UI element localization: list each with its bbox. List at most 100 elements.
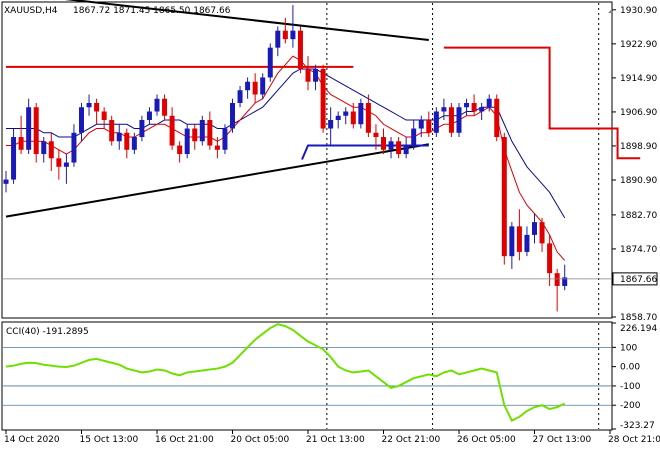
candle-body: [18, 137, 24, 150]
candle-body: [539, 222, 545, 244]
candle-body: [328, 120, 334, 129]
candle-body: [562, 277, 568, 286]
candle-body: [441, 107, 447, 112]
candle-body: [79, 107, 84, 133]
candle-body: [192, 128, 198, 142]
time-axis-label: 26 Oct 05:00: [457, 435, 516, 445]
candle-body: [26, 107, 32, 150]
candle-body: [320, 68, 326, 129]
candle-body: [381, 137, 386, 150]
candle-body: [214, 145, 220, 150]
candle-body: [313, 68, 319, 82]
candle-body: [245, 81, 251, 91]
cci-axis-label: -323.27: [620, 421, 655, 431]
candle-body: [116, 132, 122, 142]
candle-body: [343, 111, 349, 116]
candle-body: [350, 111, 356, 125]
candle-body: [403, 145, 409, 155]
time-axis-label: 21 Oct 13:00: [306, 435, 365, 445]
price-axis-label: 1882.70: [620, 211, 657, 221]
price-axis-label: 1930.90: [620, 6, 657, 16]
candle-body: [252, 81, 258, 95]
candle-body: [411, 128, 417, 146]
cci-axis-label: -100: [620, 382, 641, 392]
cci-indicator-label: CCI(40) -191.2895: [6, 327, 89, 337]
candle-body: [154, 98, 160, 112]
candle-body: [267, 47, 273, 78]
time-axis-label: 27 Oct 13:00: [533, 435, 592, 445]
candle-body: [139, 120, 145, 138]
candle-body: [124, 132, 130, 150]
candle-body: [547, 243, 553, 274]
price-axis-label: 1874.70: [620, 245, 657, 255]
candle-body: [41, 141, 47, 155]
candle-body: [448, 107, 454, 133]
candle-body: [335, 115, 341, 121]
time-axis-label: 14 Oct 2020: [4, 435, 60, 445]
candle-body: [388, 141, 394, 150]
chart-shift-marker-icon: [608, 9, 612, 13]
cci-axis-label: 0.00: [620, 363, 640, 373]
time-axis-label: 20 Oct 05:00: [231, 435, 290, 445]
price-axis-label: 1890.90: [620, 176, 657, 186]
candle-body: [426, 120, 432, 133]
candle-body: [509, 226, 515, 257]
main-chart-layer: [3, 0, 641, 317]
cci-axis-label: 100: [620, 343, 637, 353]
candle-body: [524, 234, 530, 252]
candle-body: [3, 179, 9, 184]
price-axis-label: 1914.90: [620, 74, 657, 84]
price-axis-label: 1922.90: [620, 40, 657, 50]
candle-body: [282, 30, 288, 40]
candle-body: [532, 222, 537, 235]
axis-layer: 1930.90 1922.90 1914.90 1906.90 1898.90 1890.…: [4, 6, 660, 445]
candle-body: [297, 30, 303, 69]
chart-ohlc-header: 1867.72 1871.45 1865.50 1867.66: [73, 6, 231, 16]
candle-body: [11, 137, 17, 180]
time-axis-label: 16 Oct 21:00: [155, 435, 214, 445]
candle-body: [516, 226, 522, 252]
candle-body: [199, 120, 205, 142]
candle-body: [365, 102, 371, 133]
indicator-plot-frame: [1, 321, 613, 431]
candle-body: [56, 158, 62, 167]
candle-body: [237, 90, 243, 103]
candle-body: [230, 102, 235, 129]
candle-body: [290, 30, 296, 40]
trendline: [5, 143, 429, 218]
time-axis-label: 15 Oct 13:00: [80, 435, 139, 445]
main-plot-frame: [1, 1, 613, 319]
time-axis-label: 22 Oct 21:00: [382, 435, 441, 445]
candle-body: [162, 98, 168, 116]
cci-axis-label: 226.194: [620, 324, 657, 334]
candle-body: [456, 107, 462, 133]
candle-body: [33, 107, 39, 155]
candle-body: [471, 102, 477, 112]
candle-body: [396, 141, 402, 155]
candle-body: [184, 128, 190, 155]
candle-body: [464, 102, 470, 108]
candle-body: [71, 132, 77, 163]
ma-fast-line: [6, 55, 566, 261]
trendline: [64, 0, 429, 42]
candle-body: [373, 132, 379, 138]
resistance-level: [443, 46, 641, 160]
chart-symbol-header: XAUUSD,H4: [4, 6, 58, 16]
candle-body: [101, 111, 107, 121]
candle-body: [275, 30, 281, 48]
candle-body: [109, 120, 115, 142]
price-axis-label: 1858.70: [620, 313, 657, 323]
candle-body: [86, 102, 92, 108]
candle-body: [305, 68, 311, 82]
current-price-box: [612, 272, 658, 286]
time-axis-label: 28 Oct 21:00: [608, 435, 660, 445]
cci-indicator-layer: [3, 323, 611, 429]
cci-line: [5, 323, 566, 423]
candle-body: [479, 107, 485, 112]
candle-body: [260, 77, 266, 95]
candle-body: [94, 102, 100, 112]
price-axis-label: 1898.90: [620, 142, 657, 152]
candle-body: [48, 141, 54, 159]
candle-body: [433, 111, 439, 133]
